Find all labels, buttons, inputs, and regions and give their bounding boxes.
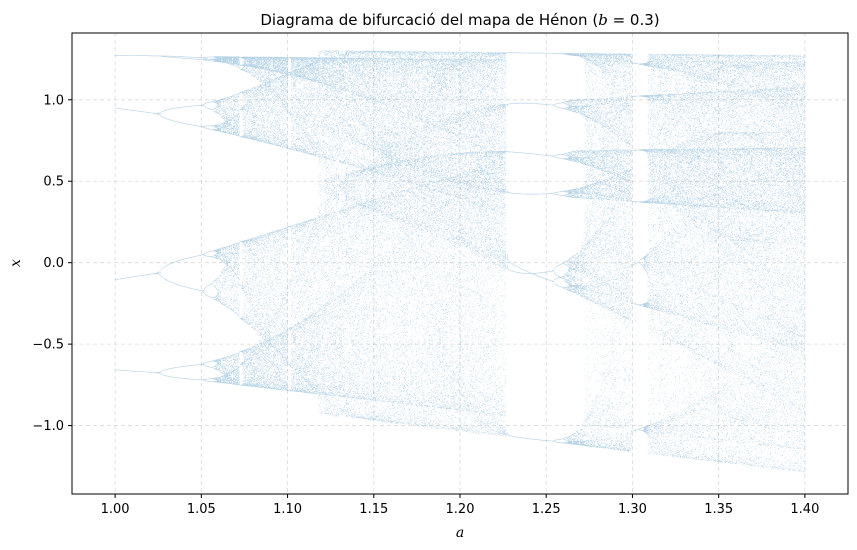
x-tick-label: 1.40 [790,502,819,517]
chart-title: Diagrama de bifurcació del mapa de Hénon… [260,11,659,29]
x-tick-label: 1.05 [187,502,216,517]
x-tick-label: 1.15 [359,502,388,517]
y-axis-label: x [8,259,24,267]
y-axis: −1.0 −0.5 0.0 0.5 1.0 [32,93,72,434]
x-tick-label: 1.10 [273,502,302,517]
x-tick-label: 1.35 [704,502,733,517]
x-axis: 1.00 1.05 1.10 1.15 1.20 1.25 1.30 1.35 1.40 [101,494,819,517]
y-tick-label: −1.0 [32,419,64,434]
x-tick-label: 1.25 [532,502,561,517]
x-tick-label: 1.30 [618,502,647,517]
plot-frame [71,32,849,495]
x-tick-label: 1.00 [101,502,130,517]
y-tick-label: 0.0 [43,256,64,271]
x-tick-label: 1.20 [446,502,475,517]
x-axis-label: a [456,525,464,541]
y-tick-label: −0.5 [32,338,64,353]
grid [72,33,848,494]
y-tick-label: 1.0 [43,93,64,108]
y-tick-label: 0.5 [43,175,64,190]
